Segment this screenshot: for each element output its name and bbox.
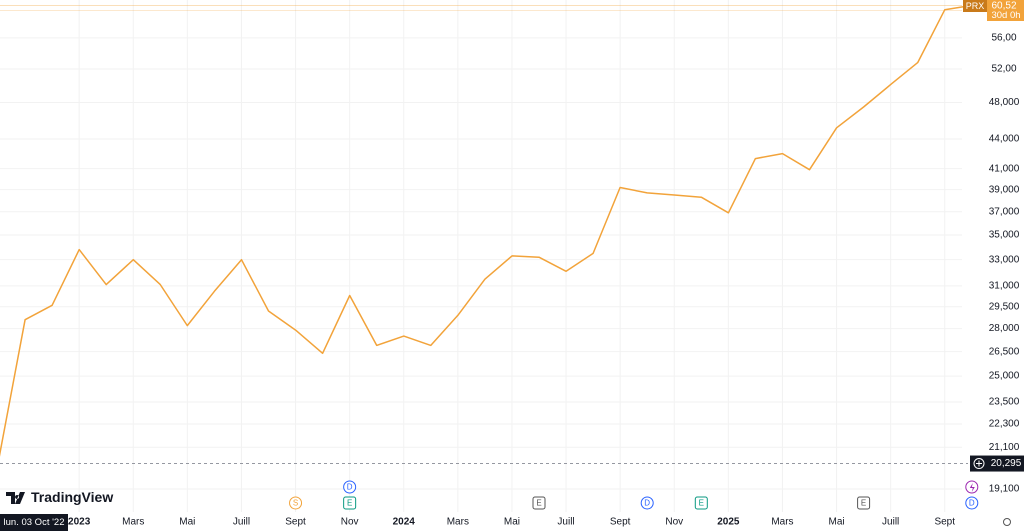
y-tick-label: 22,300 — [989, 419, 1020, 430]
event-icon[interactable] — [640, 496, 654, 510]
y-tick-label: 21,100 — [989, 442, 1020, 453]
y-tick-label: 44,000 — [989, 134, 1020, 145]
price-line — [0, 4, 972, 457]
event-icon[interactable] — [857, 496, 871, 510]
event-icon[interactable] — [343, 480, 357, 494]
x-tick-label: 2023 — [68, 517, 91, 528]
y-tick-label: 35,000 — [989, 230, 1020, 241]
event-icon[interactable] — [289, 496, 303, 510]
x-tick-label: Mai — [504, 517, 520, 528]
x-tick-label: Mars — [122, 517, 144, 528]
event-label: D — [644, 499, 650, 508]
countdown: 30d 0h — [991, 10, 1020, 21]
x-tick-label: Mai — [179, 517, 195, 528]
event-label: S — [293, 499, 298, 508]
y-tick-label: 52,00 — [991, 64, 1016, 75]
y-tick-label: 25,000 — [989, 371, 1020, 382]
baseline-label: 20,295 — [991, 458, 1022, 469]
y-tick-label: 29,500 — [989, 301, 1020, 312]
alert-bolt — [969, 483, 975, 492]
event-icon[interactable] — [965, 496, 979, 510]
x-tick-label: Mars — [771, 517, 793, 528]
y-tick-label: 37,000 — [989, 206, 1020, 217]
add-icon-plus — [976, 460, 982, 467]
x-tick-label: Sept — [610, 517, 631, 528]
x-tick-label: Mai — [828, 517, 844, 528]
x-tick-label: Nov — [341, 517, 359, 528]
logo-icon — [6, 492, 25, 504]
x-tick-label: 2025 — [717, 517, 740, 528]
x-tick-label: Juill — [557, 517, 574, 528]
y-tick-label: 33,000 — [989, 254, 1020, 265]
x-tick-label: Sept — [285, 517, 306, 528]
event-icon[interactable] — [694, 496, 708, 510]
event-label: D — [969, 499, 975, 508]
y-tick-label: 26,500 — [989, 346, 1020, 357]
x-tick-label: Juill — [233, 517, 250, 528]
settings-icon[interactable] — [1003, 518, 1011, 526]
x-tick-label: Mars — [447, 517, 469, 528]
event-label: E — [699, 499, 704, 508]
price-label-bg — [987, 0, 1024, 21]
logo: TradingView — [31, 489, 113, 505]
price-label: 60,52 — [991, 1, 1016, 12]
symbol-label-bg — [963, 0, 987, 12]
event-label: E — [536, 499, 541, 508]
crosshair-label-bg — [0, 514, 68, 531]
event-label: D — [347, 483, 353, 492]
x-tick-label: Sept — [934, 517, 955, 528]
symbol-label: PRX — [966, 1, 985, 11]
y-tick-label: 31,000 — [989, 281, 1020, 292]
event-icon[interactable] — [532, 496, 546, 510]
y-tick-label: 39,000 — [989, 184, 1020, 195]
x-tick-label: Nov — [665, 517, 683, 528]
y-tick-label: 41,000 — [989, 163, 1020, 174]
x-tick-label: Juill — [882, 517, 899, 528]
x-tick-label: 2024 — [393, 517, 416, 528]
y-tick-label: 19,100 — [989, 484, 1020, 495]
add-icon[interactable] — [973, 458, 985, 470]
event-label: E — [347, 499, 352, 508]
event-label: E — [861, 499, 866, 508]
baseline-label-bg — [970, 455, 1024, 472]
y-tick-label: 48,000 — [989, 97, 1020, 108]
y-tick-label: 28,000 — [989, 323, 1020, 334]
crosshair-label: lun. 03 Oct '22 — [4, 517, 65, 528]
y-tick-label: 56,00 — [991, 33, 1016, 44]
y-tick-label: 23,500 — [989, 397, 1020, 408]
event-icon[interactable] — [343, 496, 357, 510]
